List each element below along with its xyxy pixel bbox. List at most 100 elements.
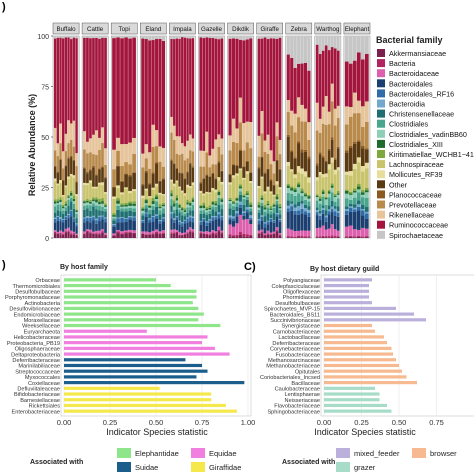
bar-segment-giraffe-s8-bacteroidales (278, 221, 282, 233)
bar-segment-zebra-s3-spirochaetaceae (293, 36, 297, 68)
bar-segment-giraffe-s4-clostridiales-xiii (266, 203, 270, 206)
bar-segment-giraffe-s6-bacteroidales-rf16 (272, 220, 276, 223)
bar-segment-giraffe-s5-bacteria (269, 234, 273, 235)
bar-segment-warthog-s3-planococcaceae (321, 156, 325, 158)
bar-segment-giraffe-s2-bacteroidaceae (260, 229, 264, 232)
panel-a: Relative Abundance (%) 0255075100Buffalo… (27, 22, 474, 243)
facet-strip-buffalo (52, 22, 80, 35)
bar-segment-warthog-s3-spirochaetaceae (321, 36, 325, 51)
bar-segment-elephant-s2-spirochaetaceae (348, 36, 353, 64)
bar-segment-giraffe-s1-bacteroidales (257, 224, 261, 231)
bar-segment-cattle-s2-clostridiales (86, 205, 89, 209)
bar-segment-zebra-s5-other (300, 152, 304, 169)
bar-segment-cattle-s7-bacteroidales (101, 219, 104, 230)
bar-segment-topi-s2-akkermansiaceae (116, 233, 120, 238)
bar-segment-cattle-s1-kiritimatiellae-wchb1-41 (83, 200, 86, 202)
bar-segment-dikdik-s2-bacteria (231, 235, 236, 237)
bar-segment-buffalo-s9-mollicutes-rf39 (75, 194, 78, 197)
bar-segment-eland-s7-bacteroidia (161, 217, 166, 219)
bar-segment-impala-s1-rikenellaceae (170, 116, 173, 133)
bar-segment-cattle-s8-bacteroidales-rf16 (104, 218, 107, 223)
bar-segment-warthog-s3-bacteroidia (321, 207, 325, 210)
bar-segment-impala-s8-clostridiales (189, 207, 192, 211)
bar-segment-giraffe-s3-other (263, 173, 267, 192)
legend-swatch-giraffidae (191, 462, 205, 472)
bar-segment-warthog-s3-kiritimatiellae-wchb1-41 (321, 189, 325, 192)
bar-segment-topi-s1-bacteroidaceae (112, 233, 116, 236)
bar-segment-giraffe-s2-ruminococcaceae (260, 38, 264, 112)
legend-label-lachnospiraceae: Lachnospiraceae (389, 160, 444, 169)
bar-segment-gazelle-s2-christensenellaceae (202, 213, 206, 219)
bar-segment-warthog-s7-clostridiales-xiii (333, 195, 337, 197)
bar-segment-topi-s5-clostridiales-xiii (128, 203, 132, 206)
bar-segment-cattle-s4-prevotellaceae (92, 154, 95, 166)
bar-segment-topi-s6-bacteroidaceae (132, 230, 136, 233)
bar-segment-buffalo-s6-bacteroidales (67, 218, 70, 228)
bar-segment-elephant-s1-bacteroidales (344, 214, 349, 227)
bar-segment-dikdik-s3-mollicutes-rf39 (235, 173, 239, 176)
bar-segment-buffalo-s8-christensenellaceae (72, 208, 76, 218)
bar-segment-impala-s4-mollicutes-rf39 (178, 186, 181, 188)
bar-segment-impala-s5-planococcaceae (181, 172, 184, 174)
bar-segment-giraffe-s5-kiritimatiellae-wchb1-41 (269, 205, 273, 209)
bar-segment-topi-s6-other (132, 173, 136, 190)
bar-segment-zebra-s4-rikenellaceae (297, 97, 301, 118)
bar-segment-topi-s4-bacteroidia (124, 218, 128, 219)
bar-segment-gazelle-s3-akkermansiaceae (205, 235, 209, 238)
bar-segment-elephant-s5-akkermansiaceae (360, 237, 365, 238)
bar-segment-dikdik-s2-planococcaceae (231, 164, 236, 166)
bar-segment-buffalo-s9-bacteria (75, 234, 78, 236)
bar-segment-buffalo-s3-bacteroidaceae (59, 230, 62, 233)
bar-segment-cattle-s3-clostridiales-vadinbb60 (89, 203, 92, 206)
bar-segment-buffalo-s2-bacteria (56, 233, 60, 234)
bar-segment-impala-s3-lachnospiraceae (175, 182, 179, 196)
bar-segment-warthog-s5-spirochaetaceae (327, 36, 331, 51)
bar-segment-impala-s5-prevotellaceae (181, 153, 184, 173)
bar-segment-impala-s1-prevotellaceae (170, 132, 173, 160)
bar-segment-zebra-s3-bacteroidia (293, 207, 297, 211)
bar-segment-gazelle-s3-christensenellaceae (205, 214, 209, 222)
bar-segment-warthog-s3-other (321, 157, 325, 175)
bar-segment-dikdik-s1-bacteroidales-rf16 (228, 217, 232, 220)
bar-segment-zebra-s7-prevotellaceae (307, 139, 311, 157)
bar-segment-buffalo-s4-bacteroidales-rf16 (62, 219, 65, 223)
bar-segment-dikdik-s3-bacteroidaceae (235, 223, 239, 235)
bar-segment-gazelle-s1-planococcaceae (199, 182, 203, 184)
bar-segment-elephant-s2-clostridiales (348, 199, 353, 204)
bar-segment-gazelle-s8-rikenellaceae (220, 138, 224, 155)
bar-bacillaceae (324, 381, 417, 385)
bar-segment-cattle-s7-christensenellaceae (101, 210, 104, 216)
bar-segment-dikdik-s4-bacteroidales (238, 207, 242, 215)
bar-segment-eland-s1-spirochaetaceae (141, 36, 145, 39)
bar-segment-impala-s5-akkermansiaceae (181, 235, 184, 238)
bar-segment-gazelle-s2-bacteroidaceae (202, 231, 206, 234)
bar-segment-cattle-s3-bacteroidaceae (89, 229, 92, 233)
bar-segment-eland-s3-bacteroidales-rf16 (148, 219, 152, 223)
bar-segment-eland-s4-bacteroidaceae (151, 230, 155, 234)
bar-segment-elephant-s2-planococcaceae (348, 145, 353, 148)
bar-segment-buffalo-s3-other (59, 159, 62, 181)
bar-segment-eland-s3-rikenellaceae (148, 152, 152, 169)
legend-swatch-elephantidae (117, 448, 131, 458)
bar-segment-buffalo-s4-kiritimatiellae-wchb1-41 (62, 204, 65, 207)
category-label-defluviitaleaceae: Defluviitaleaceae (17, 387, 60, 393)
bar-segment-dikdik-s5-bacteroidales-rf16 (242, 212, 246, 216)
bar-segment-cattle-s3-spirochaetaceae (89, 36, 92, 39)
bar-segment-giraffe-s4-bacteroidaceae (266, 230, 270, 234)
bar-segment-elephant-s4-bacteroidales-rf16 (356, 206, 361, 211)
bar-segment-zebra-s6-bacteroidales (303, 214, 308, 231)
bar-segment-topi-s2-clostridiales-vadinbb60 (116, 203, 120, 206)
bar-segment-eland-s3-spirochaetaceae (148, 36, 152, 41)
bar-segment-gazelle-s3-clostridiales-vadinbb60 (205, 210, 209, 213)
bar-segment-dikdik-s2-akkermansiaceae (231, 236, 236, 238)
bar-segment-topi-s2-bacteroidales (116, 222, 120, 231)
bar-segment-eland-s6-prevotellaceae (158, 161, 162, 181)
bar-segment-buffalo-s3-planococcaceae (59, 159, 62, 160)
bar-segment-gazelle-s4-spirochaetaceae (208, 36, 212, 38)
bar-segment-impala-s3-clostridiales (175, 202, 179, 210)
bar-segment-dikdik-s5-ruminococcaceae (242, 40, 246, 124)
bar-segment-impala-s3-planococcaceae (175, 167, 179, 169)
bar-segment-impala-s7-prevotellaceae (186, 158, 189, 172)
legend-swatch-christensenellaceae (377, 109, 385, 118)
bar-segment-giraffe-s8-rikenellaceae (278, 139, 282, 155)
